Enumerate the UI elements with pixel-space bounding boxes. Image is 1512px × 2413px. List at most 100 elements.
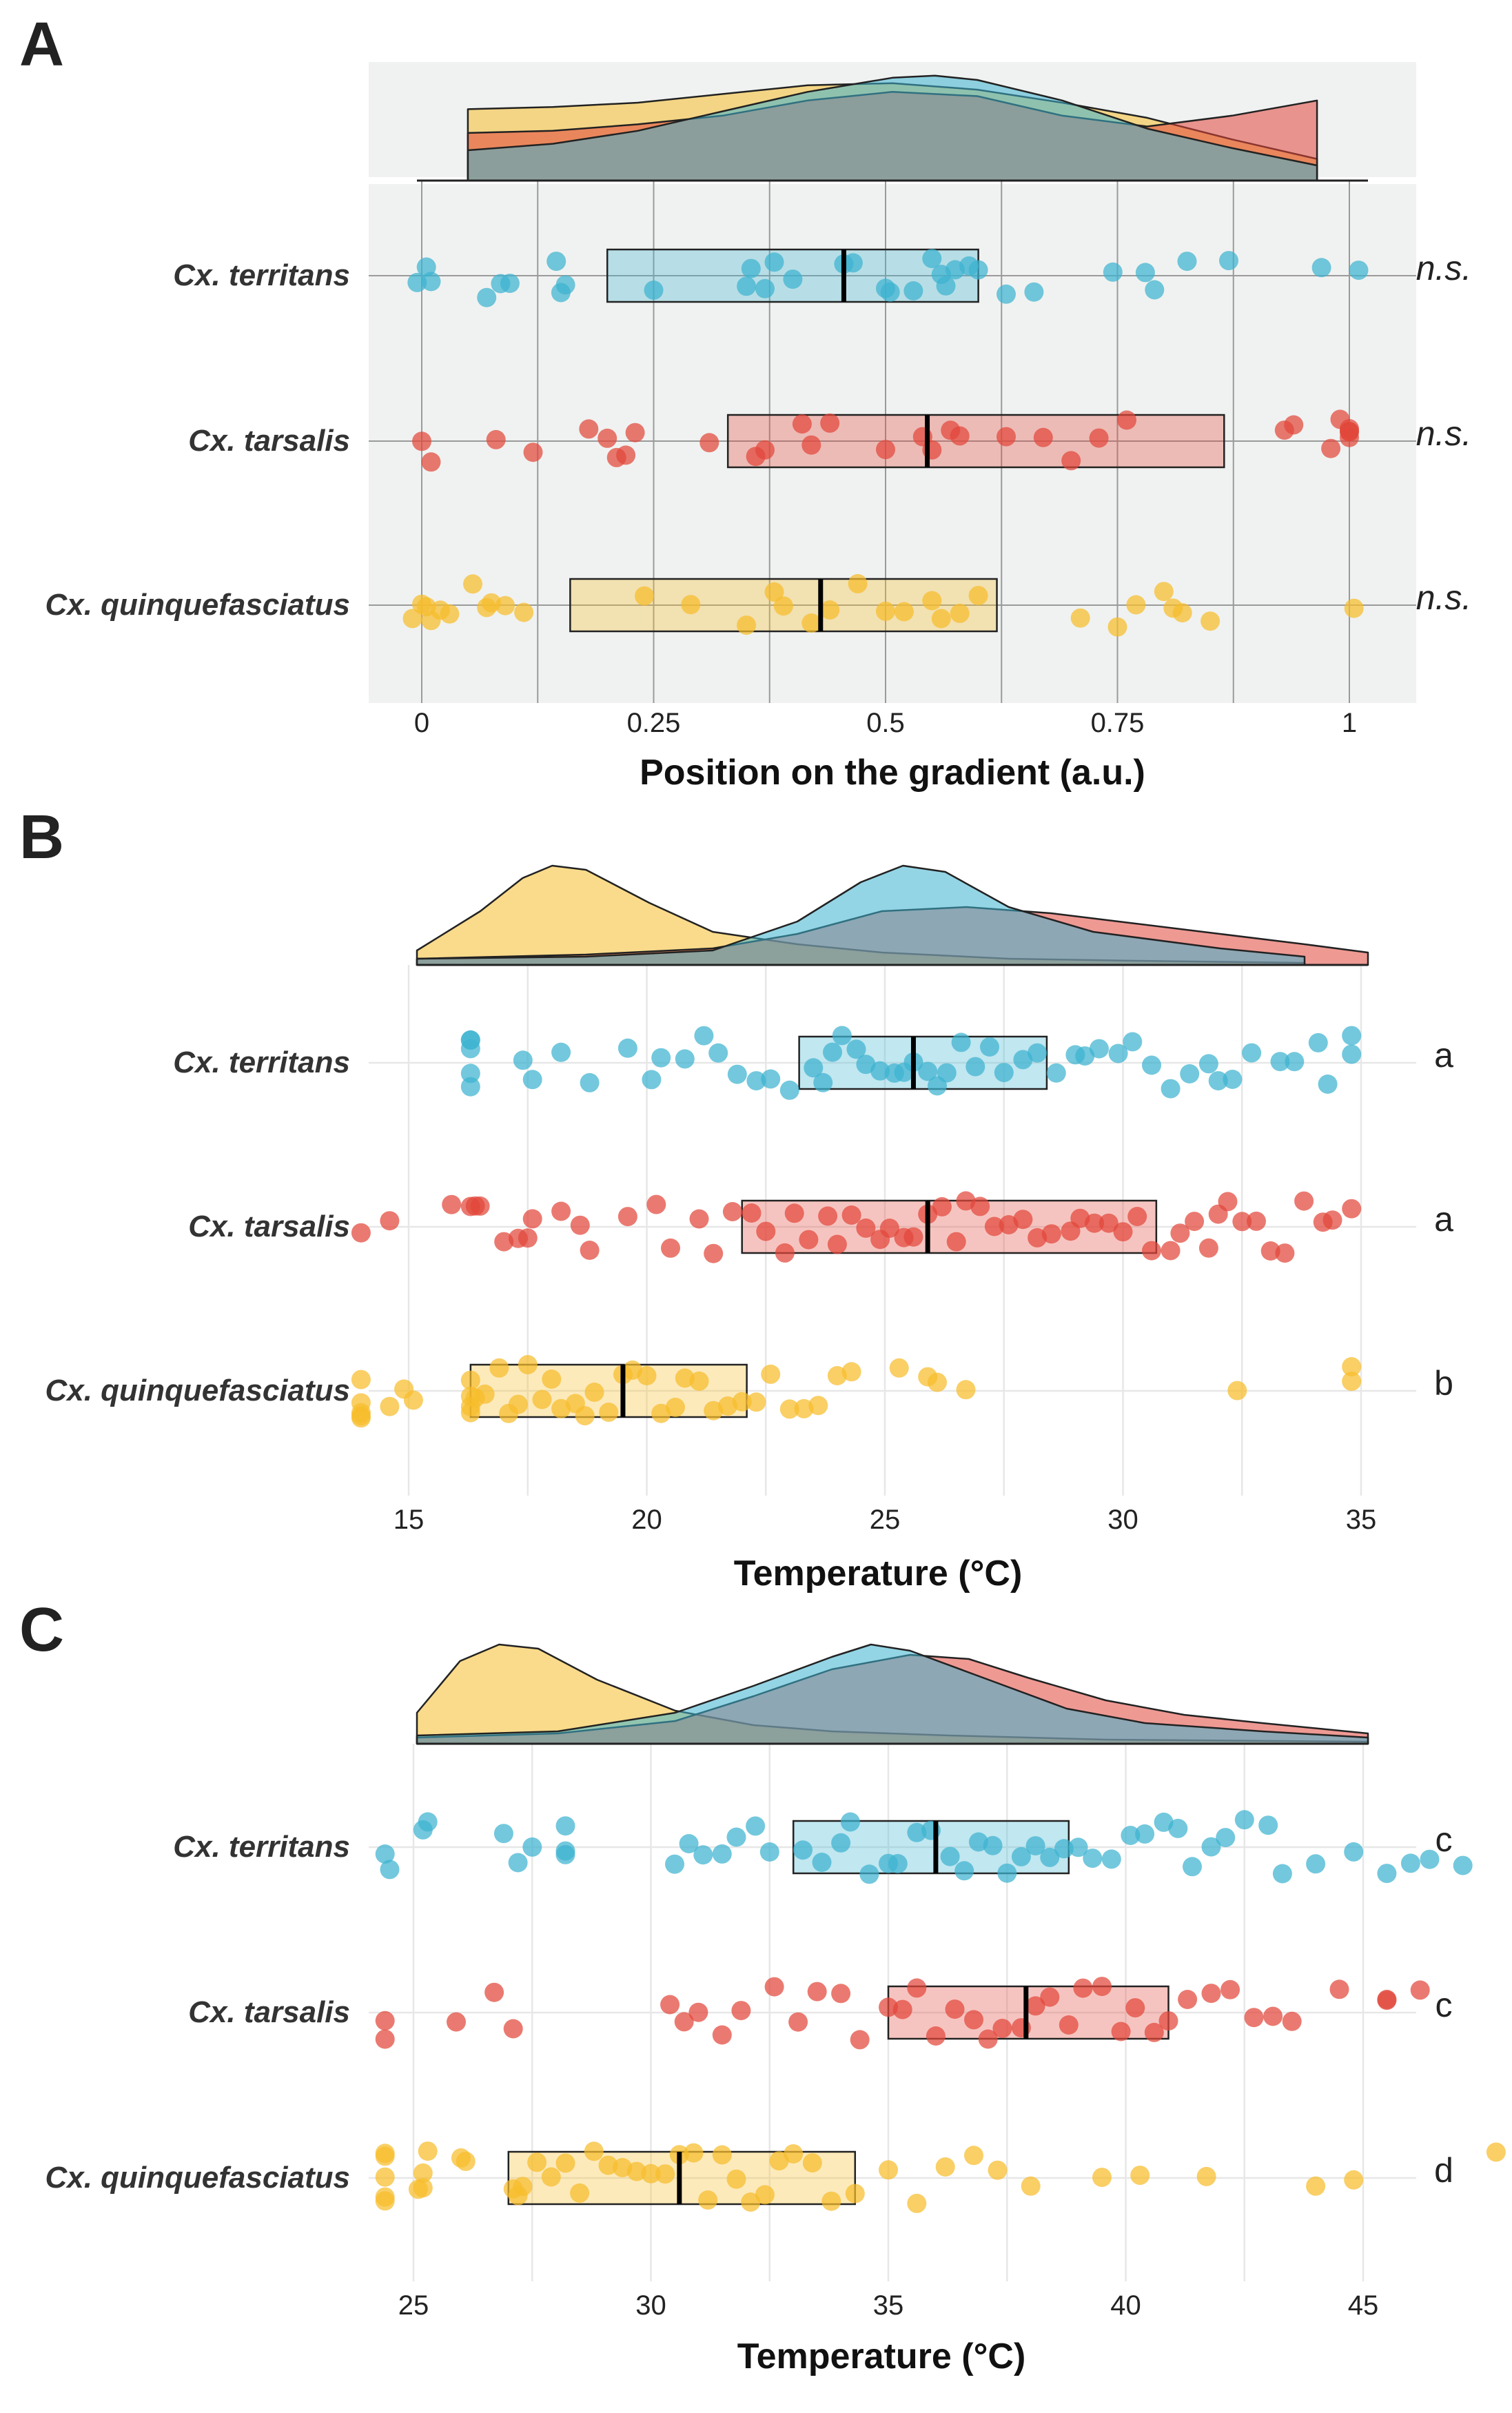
data-point	[761, 1069, 781, 1089]
data-point	[820, 600, 840, 620]
data-point	[756, 1221, 776, 1241]
significance-label: n.s.	[1416, 578, 1472, 617]
data-point	[693, 1845, 713, 1865]
data-point	[1420, 1849, 1440, 1869]
data-point	[1196, 2166, 1216, 2186]
data-point	[584, 2141, 604, 2161]
data-point	[1342, 1044, 1362, 1064]
data-point	[964, 2010, 983, 2030]
data-point	[793, 1840, 813, 1860]
data-point	[555, 2153, 575, 2173]
data-point	[1342, 1372, 1362, 1392]
data-point	[493, 1824, 513, 1844]
data-point	[1025, 1996, 1045, 2016]
data-point	[402, 609, 422, 629]
data-point	[1258, 1815, 1278, 1835]
data-point	[1103, 262, 1123, 282]
data-point	[1410, 1980, 1430, 2000]
data-point	[1242, 1043, 1262, 1063]
data-point	[950, 426, 970, 446]
data-point	[1377, 1864, 1397, 1884]
data-point	[518, 1355, 538, 1374]
data-point	[351, 1370, 371, 1389]
data-point	[779, 1399, 799, 1419]
data-point	[970, 1197, 990, 1216]
data-point	[380, 1860, 400, 1880]
data-point	[570, 2183, 590, 2203]
data-point	[1308, 1032, 1328, 1052]
data-point	[931, 609, 951, 629]
species-label: Cx. tarsalis	[188, 1210, 350, 1243]
data-point	[804, 1058, 824, 1078]
data-point	[351, 1223, 371, 1243]
data-point	[1275, 1243, 1295, 1263]
data-point	[1220, 1979, 1240, 1999]
data-point	[832, 1026, 852, 1046]
data-point	[1068, 1837, 1088, 1857]
data-point	[513, 1050, 533, 1070]
data-point	[1013, 1210, 1033, 1230]
data-point	[1111, 2022, 1131, 2042]
data-point	[584, 1383, 604, 1402]
data-point	[984, 1216, 1004, 1236]
data-point	[1400, 1853, 1420, 1873]
data-point	[1101, 1849, 1121, 1869]
data-point	[879, 2160, 898, 2180]
data-point	[380, 1211, 400, 1231]
data-point	[694, 1026, 714, 1046]
data-point	[655, 2164, 675, 2184]
data-point	[635, 586, 654, 606]
data-point	[1201, 611, 1220, 631]
data-point	[351, 1393, 371, 1413]
data-point	[850, 2030, 870, 2050]
data-point	[1198, 1054, 1218, 1074]
data-point	[698, 2190, 718, 2210]
data-point	[784, 1203, 804, 1223]
data-point	[421, 272, 441, 292]
data-point	[954, 1861, 974, 1881]
panel-A: A Cx. territans n.s. Cx. tarsalis n.s. Cx. qu…	[19, 10, 1471, 793]
data-point	[1135, 263, 1155, 283]
data-point	[626, 2161, 646, 2181]
significance-label: b	[1434, 1364, 1453, 1403]
data-point	[907, 2193, 927, 2213]
data-point	[489, 1358, 509, 1378]
data-point	[1177, 252, 1197, 272]
tick-label: 20	[631, 1505, 662, 1535]
data-point	[598, 2155, 618, 2175]
data-point	[1025, 1836, 1045, 1856]
data-point	[407, 272, 427, 292]
data-point	[1260, 1241, 1280, 1261]
data-point	[907, 1978, 927, 1998]
data-point	[928, 1372, 947, 1392]
data-point	[848, 573, 868, 593]
data-point	[801, 613, 821, 633]
density-territans	[416, 864, 1306, 966]
tick-label: 35	[873, 2290, 904, 2321]
data-point	[922, 249, 942, 269]
data-point	[1130, 2166, 1150, 2186]
data-point	[889, 1358, 909, 1378]
data-point	[980, 1037, 999, 1057]
data-point	[1247, 1211, 1266, 1231]
data-point	[447, 2012, 466, 2032]
panel-B: B Cx. territans a Cx. tarsalis a Cx. quinquef…	[19, 803, 1453, 1594]
data-point	[496, 595, 515, 615]
data-point	[508, 1853, 528, 1873]
data-point	[1178, 1990, 1198, 2009]
data-point	[575, 1406, 595, 1426]
data-point	[1344, 598, 1364, 618]
data-point	[722, 1202, 742, 1221]
data-point	[1263, 2006, 1283, 2026]
data-point	[1234, 1810, 1254, 1830]
data-point	[746, 1816, 766, 1836]
data-point	[997, 1863, 1017, 1883]
data-point	[375, 2010, 395, 2030]
data-point	[704, 1243, 724, 1263]
data-point	[375, 2191, 395, 2211]
data-point	[1092, 1977, 1112, 1997]
data-point	[1054, 1839, 1074, 1859]
panel-letter: A	[19, 10, 64, 79]
data-point	[940, 1846, 960, 1866]
data-point	[477, 287, 497, 307]
